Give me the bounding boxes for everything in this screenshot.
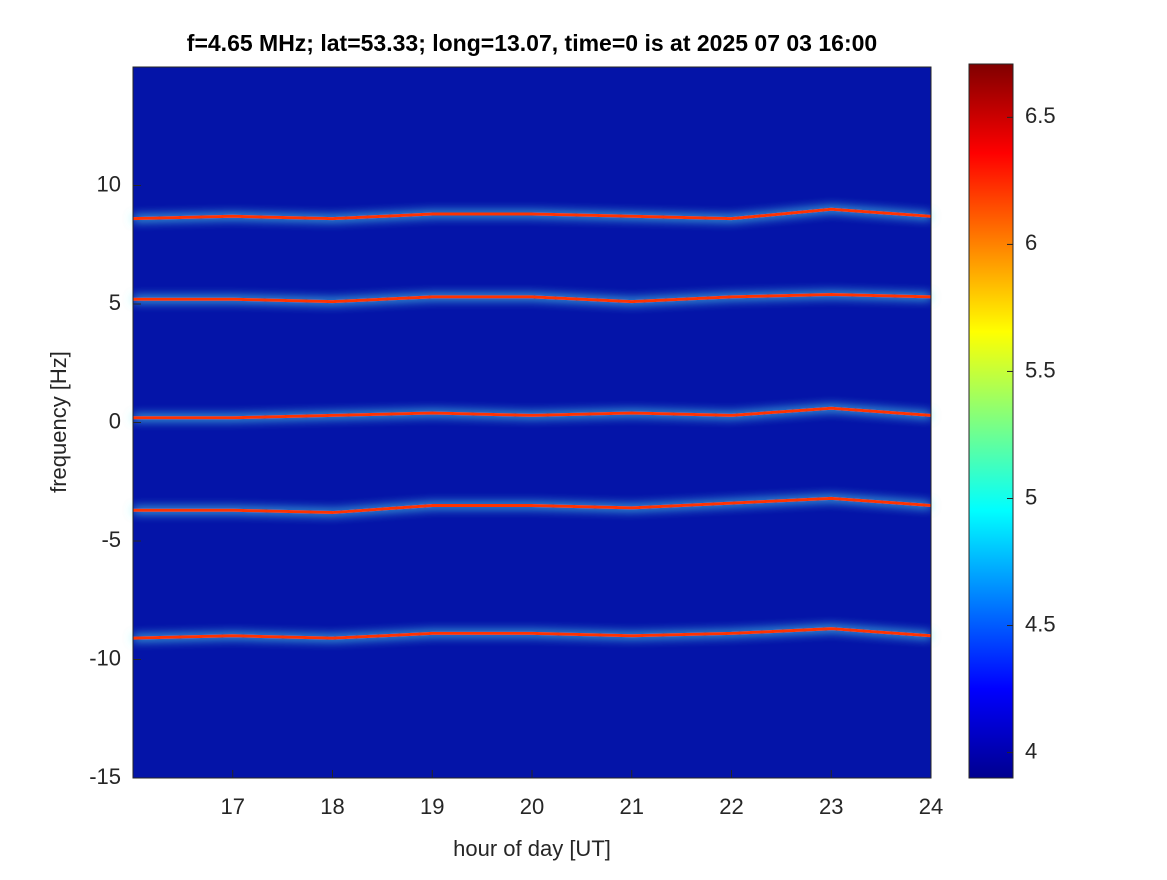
x-tick-label: 23 <box>819 794 843 819</box>
plot-area <box>133 67 931 778</box>
x-tick-label: 24 <box>919 794 943 819</box>
trace <box>133 406 932 420</box>
trace <box>132 627 932 640</box>
x-tick-label: 19 <box>420 794 444 819</box>
y-tick-label: -5 <box>101 527 121 552</box>
y-tick-label: 5 <box>109 290 121 315</box>
trace <box>133 293 932 304</box>
colorbar <box>968 63 1014 779</box>
colorbar-tick-label: 4 <box>1025 738 1037 763</box>
y-tick-label: -15 <box>89 764 121 789</box>
colorbar-tick-label: 5 <box>1025 484 1037 509</box>
y-tick-label: 10 <box>97 171 121 196</box>
x-tick-label: 20 <box>520 794 544 819</box>
colorbar-tick-label: 6 <box>1025 230 1037 255</box>
x-tick-label: 21 <box>620 794 644 819</box>
x-axis-label: hour of day [UT] <box>453 836 611 861</box>
colorbar-tick-label: 5.5 <box>1025 357 1056 382</box>
x-tick-label: 22 <box>719 794 743 819</box>
y-tick-label: 0 <box>109 408 121 433</box>
y-tick-label: -10 <box>89 645 121 670</box>
trace <box>132 207 932 221</box>
colorbar-tick-label: 6.5 <box>1025 103 1056 128</box>
x-tick-label: 18 <box>320 794 344 819</box>
trace <box>133 496 932 515</box>
colorbar-tick-label: 4.5 <box>1025 611 1056 636</box>
chart-title: f=4.65 MHz; lat=53.33; long=13.07, time=… <box>187 30 877 56</box>
y-axis-label: frequency [Hz] <box>46 351 71 493</box>
x-tick-label: 17 <box>221 794 245 819</box>
